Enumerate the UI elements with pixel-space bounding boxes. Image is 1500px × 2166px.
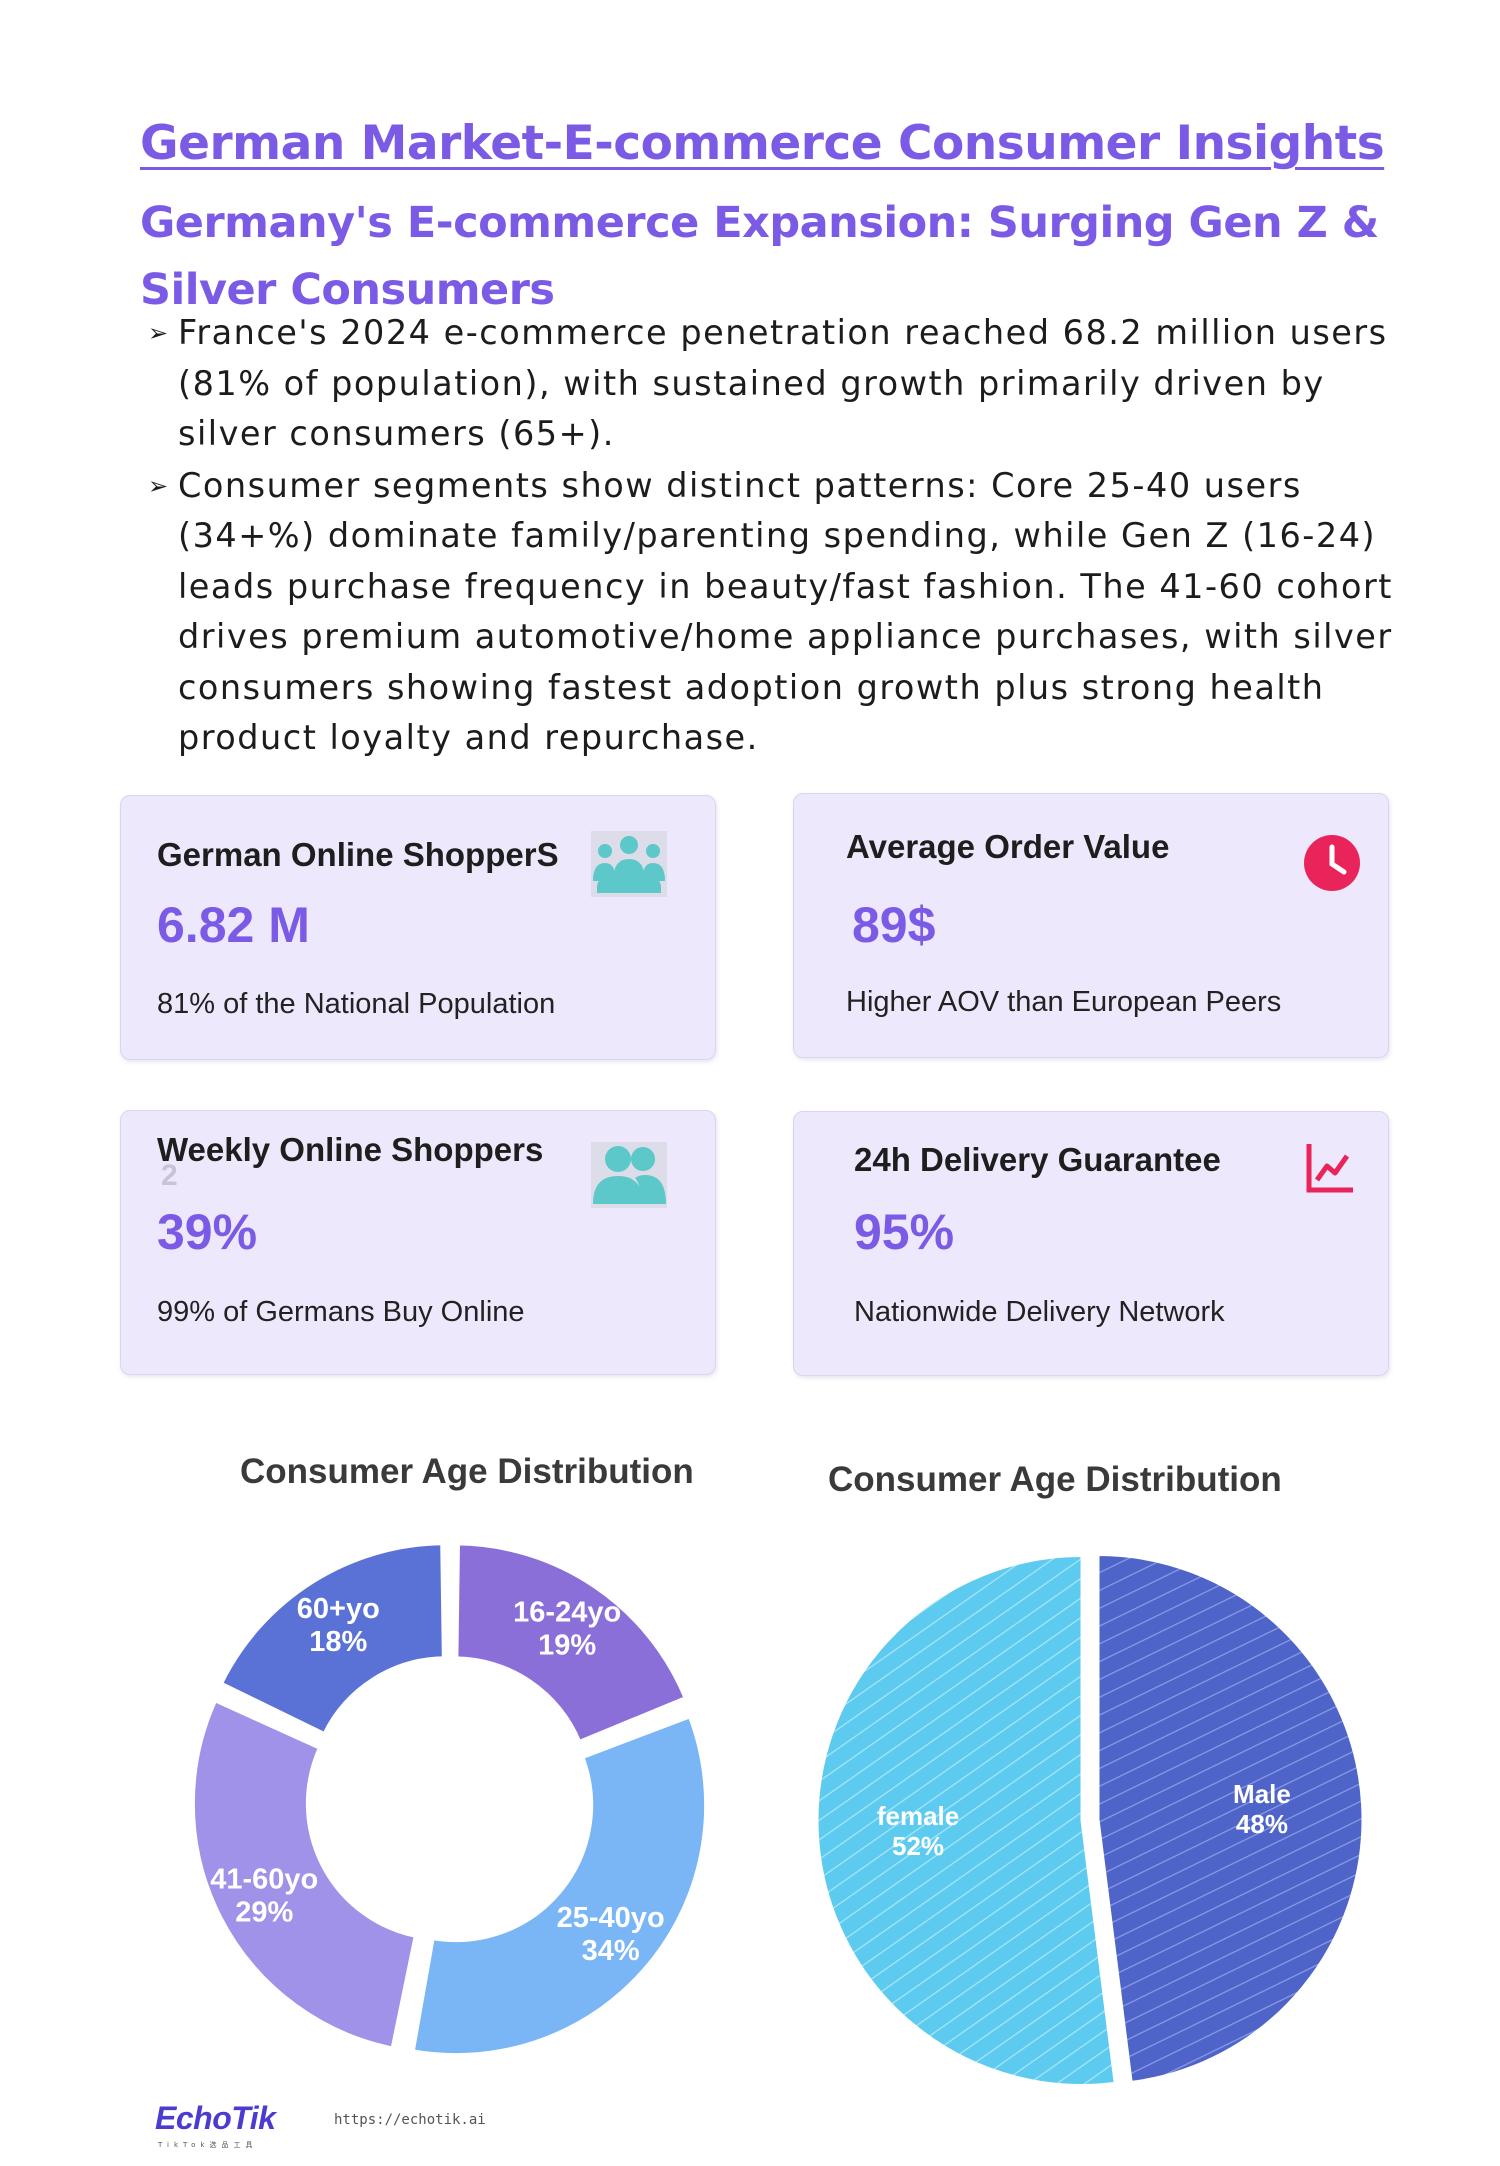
pie-slice-label: female xyxy=(877,1801,959,1831)
pie-chart-title: Consumer Age Distribution xyxy=(828,1460,1282,1499)
insight-text: Consumer segments show distinct patterns… xyxy=(178,465,1393,758)
insight-list: ➢ France's 2024 e-commerce penetration r… xyxy=(148,308,1428,764)
card-value: 89$ xyxy=(852,897,936,953)
donut-slice-percent: 18% xyxy=(309,1626,367,1658)
stat-card-average-order-value: Average Order Value 89$ Higher AOV than … xyxy=(793,793,1389,1058)
insight-item: ➢ Consumer segments show distinct patter… xyxy=(148,461,1428,764)
donut-slice-label: 60+yo xyxy=(297,1593,380,1625)
donut-slice-16-24yo xyxy=(454,1541,689,1745)
donut-slice-percent: 29% xyxy=(235,1897,293,1929)
donut-slice-25-40yo xyxy=(410,1713,709,2058)
bullet-arrow-icon: ➢ xyxy=(148,319,169,347)
clock-icon xyxy=(1303,834,1361,896)
stat-card-online-shoppers: German Online ShopperS 6.82 M 81% of the… xyxy=(120,795,716,1060)
insight-item: ➢ France's 2024 e-commerce penetration r… xyxy=(148,308,1428,460)
stray-glyph: 2 xyxy=(161,1159,178,1192)
card-title: Average Order Value xyxy=(846,828,1170,865)
card-title: German Online ShopperS xyxy=(157,836,559,873)
pie-slice-percent: 52% xyxy=(892,1831,944,1861)
card-title: Weekly Online Shoppers xyxy=(157,1131,544,1168)
card-note: Higher AOV than European Peers xyxy=(846,986,1282,1018)
page-title: German Market-E-commerce Consumer Insigh… xyxy=(140,116,1385,171)
card-note: Nationwide Delivery Network xyxy=(854,1296,1225,1328)
users-group-icon xyxy=(591,831,667,901)
donut-slice-60+yo xyxy=(218,1541,446,1737)
pie-slice-Male xyxy=(1096,1552,1365,2085)
card-value: 39% xyxy=(157,1204,258,1260)
donut-slice-percent: 34% xyxy=(582,1935,640,1967)
donut-slice-label: 25-40yo xyxy=(557,1902,665,1934)
bullet-arrow-icon: ➢ xyxy=(148,471,169,500)
logo-tagline: TikTok选品工具 xyxy=(158,2141,258,2149)
card-title: 24h Delivery Guarantee xyxy=(854,1141,1221,1178)
card-note: 81% of the National Population xyxy=(157,988,556,1020)
donut-slice-label: 16-24yo xyxy=(513,1597,621,1629)
donut-chart-title: Consumer Age Distribution xyxy=(240,1452,694,1491)
donut-slice-label: 41-60yo xyxy=(210,1864,318,1896)
donut-slice-41-60yo xyxy=(190,1697,419,2051)
pie-slice-percent: 48% xyxy=(1236,1809,1288,1839)
insight-text: France's 2024 e-commerce penetration rea… xyxy=(178,313,1388,453)
pie-slice-female xyxy=(815,1553,1117,2087)
footer-url[interactable]: https://echotik.ai xyxy=(334,2112,486,2128)
card-value: 95% xyxy=(854,1204,955,1260)
pie-slice-label: Male xyxy=(1233,1779,1291,1809)
users-pair-icon xyxy=(591,1142,667,1212)
stat-card-weekly-shoppers: 2 Weekly Online Shoppers 39% 99% of Germ… xyxy=(120,1110,716,1375)
card-note: 99% of Germans Buy Online xyxy=(157,1296,525,1328)
card-value: 6.82 M xyxy=(157,897,310,953)
echotik-logo: EchoTik xyxy=(155,2100,276,2136)
stat-card-delivery-guarantee: 24h Delivery Guarantee 95% Nationwide De… xyxy=(793,1111,1389,1376)
trend-chart-icon xyxy=(1305,1142,1355,1198)
donut-slice-percent: 19% xyxy=(538,1630,596,1662)
page-subtitle: Germany's E-commerce Expansion: Surging … xyxy=(140,198,1379,315)
